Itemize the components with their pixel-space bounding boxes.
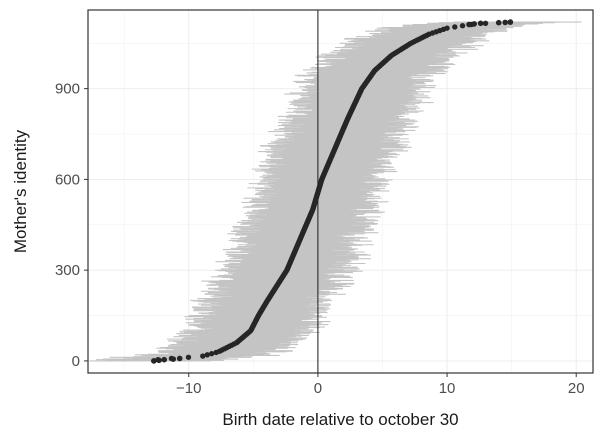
data-point bbox=[209, 350, 215, 357]
y-axis-ticks: 0 300 600 900 bbox=[55, 81, 88, 370]
data-point bbox=[444, 25, 450, 31]
data-point bbox=[459, 23, 466, 29]
data-point bbox=[151, 358, 157, 364]
panel-border bbox=[87, 9, 594, 374]
x-axis-ticks: −10 0 10 20 bbox=[176, 373, 585, 397]
y-tick-label: 0 bbox=[72, 353, 80, 370]
y-tick-label: 900 bbox=[55, 81, 80, 98]
y-axis-title: Mother's identity bbox=[11, 129, 30, 253]
data-point bbox=[477, 20, 484, 27]
x-tick-label: 10 bbox=[439, 380, 456, 397]
data-point bbox=[471, 21, 477, 27]
data-point bbox=[204, 352, 210, 358]
data-point bbox=[185, 354, 192, 360]
data-point bbox=[502, 19, 508, 26]
data-point bbox=[466, 21, 472, 28]
data-point bbox=[482, 20, 489, 27]
data-point bbox=[176, 355, 183, 362]
y-tick-label: 600 bbox=[55, 171, 80, 188]
x-tick-label: 20 bbox=[568, 380, 585, 397]
data-point bbox=[170, 356, 177, 362]
x-tick-label: −10 bbox=[176, 380, 201, 397]
data-point bbox=[495, 19, 502, 26]
data-point bbox=[507, 19, 514, 25]
data-point bbox=[156, 357, 162, 364]
interval-bars bbox=[89, 21, 582, 362]
x-tick-label: 0 bbox=[314, 380, 322, 397]
data-point bbox=[452, 24, 458, 30]
point-estimates bbox=[151, 19, 514, 364]
y-tick-label: 300 bbox=[55, 262, 80, 279]
data-point bbox=[161, 356, 168, 363]
data-point bbox=[200, 353, 206, 359]
x-axis-title: Birth date relative to october 30 bbox=[222, 410, 458, 429]
